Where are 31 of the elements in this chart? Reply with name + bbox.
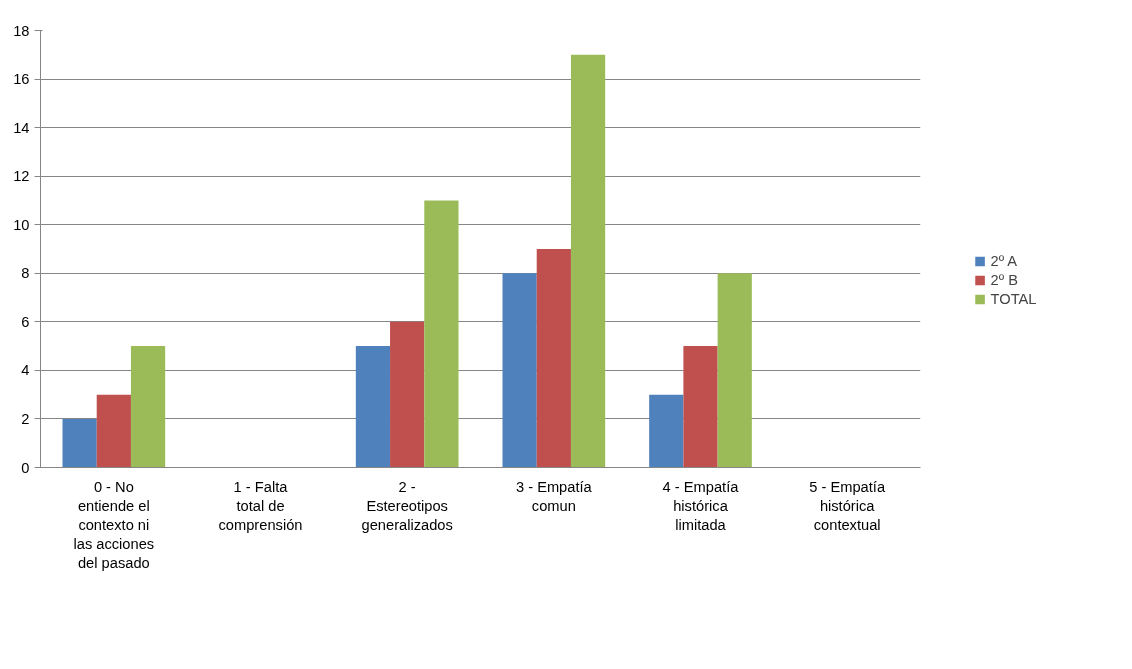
bar [424, 200, 459, 468]
bar [536, 249, 571, 468]
y-tick-label: 12 [13, 168, 30, 185]
y-tick-label: 18 [13, 22, 30, 39]
bar [390, 321, 425, 468]
legend-label: TOTAL [990, 291, 1037, 307]
bar [130, 346, 166, 468]
x-tick-label: 3 - Empatía comun [515, 478, 593, 514]
bar [96, 394, 131, 468]
x-tick-label: 1 - Falta total de comprensión [218, 478, 303, 533]
bar [355, 346, 391, 468]
y-tick-label: 14 [13, 119, 30, 136]
y-tick-label: 0 [21, 459, 30, 476]
x-tick-label: 5 - Empatía histórica contextual [809, 478, 886, 533]
legend-label: 2º B [990, 272, 1018, 288]
y-tick-label: 2 [21, 410, 30, 427]
bar [717, 273, 752, 468]
y-tick-label: 4 [21, 362, 30, 379]
legend-label: 2º A [990, 253, 1018, 269]
y-tick-label: 16 [13, 71, 30, 88]
x-tick-label: 4 - Empatía histórica limitada [662, 478, 740, 533]
y-tick-label: 8 [21, 265, 30, 282]
x-tick-label: 2 - Estereotipos generalizados [361, 478, 453, 533]
bar [570, 54, 606, 468]
bar [683, 346, 718, 468]
y-tick-label: 10 [13, 216, 30, 233]
bar [502, 273, 537, 468]
y-tick-label: 6 [21, 313, 30, 330]
bar [649, 394, 684, 468]
x-tick-label: 0 - No entiende el contexto ni las acciones del pasado [73, 478, 155, 572]
bar [62, 418, 97, 468]
